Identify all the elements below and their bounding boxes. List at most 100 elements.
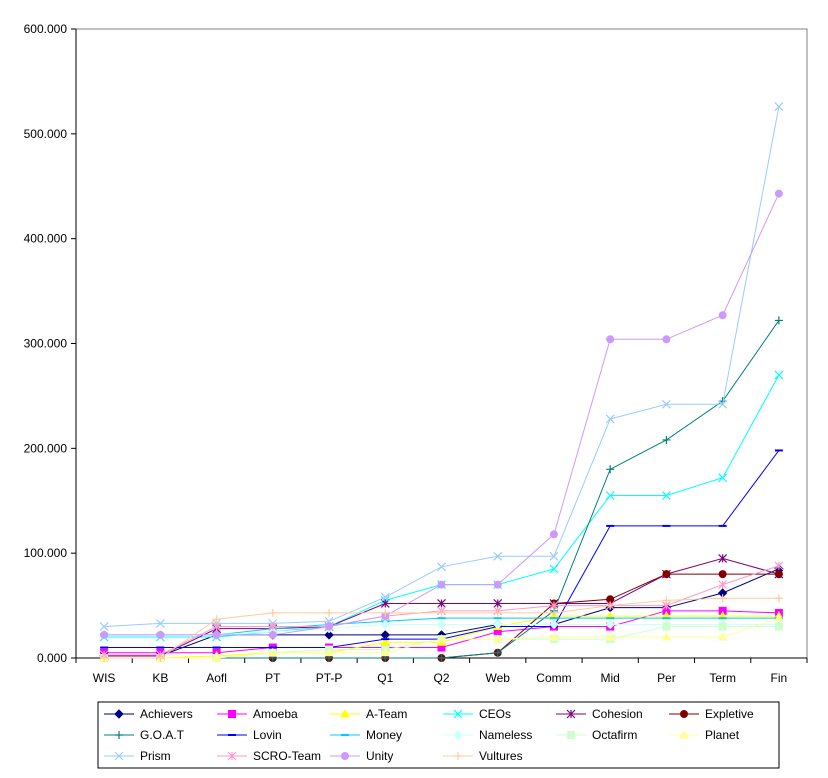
legend-label: Vultures [479,749,523,763]
legend-item: Achievers [104,707,193,721]
data-point [605,491,615,500]
data-point [340,708,350,718]
legend-label: SCRO-Team [253,749,321,763]
data-point [605,414,615,424]
data-point [324,630,334,640]
series-unity [100,189,783,639]
data-point [100,654,109,662]
legend-label: A-Team [366,707,407,721]
data-point [493,580,502,589]
y-tick-label: 600.000 [24,22,68,36]
data-point [718,311,727,320]
x-tick-label: Q2 [433,671,449,685]
data-point [680,710,688,718]
y-tick-label: 100.000 [24,546,68,560]
data-point [605,632,616,641]
data-point [380,599,390,608]
legend-item: Unity [330,749,393,763]
legend-box [97,701,780,769]
data-point [662,622,671,631]
data-point [324,647,334,657]
data-point [437,562,446,572]
legend-item: SCRO-Team [217,749,321,763]
data-point [228,710,236,718]
data-point [606,335,615,344]
data-point [437,599,446,608]
data-point [100,630,109,639]
data-point [718,473,728,483]
legend-label: Cohesion [592,707,643,721]
x-tick-label: PT [265,671,281,685]
data-point [774,316,783,325]
legend-label: Planet [705,728,740,742]
data-point [718,399,728,409]
legend-item: Expletive [669,707,754,721]
data-point [493,551,503,561]
data-point [774,594,783,603]
legend-item: Vultures [443,749,523,763]
data-point [268,608,277,617]
data-point [662,596,671,605]
data-point [267,647,278,657]
data-point [325,622,334,631]
legend-label: Lovin [253,728,282,742]
data-point [718,594,727,603]
x-tick-label: Fin [771,671,788,685]
x-tick-label: Term [709,671,736,685]
x-tick-label: WIS [93,671,116,685]
data-point [493,648,502,657]
data-point [774,622,783,631]
data-point [662,570,671,579]
data-point [774,370,784,380]
data-point [774,189,783,198]
y-tick-label: 0.000 [37,651,67,665]
legend-item: Planet [669,728,740,742]
y-axis: 0.000 100.000 200.000 300.000 400.000 500.000… [24,22,77,665]
data-point [493,619,503,630]
data-point [437,580,446,589]
data-point [437,608,446,617]
data-point [567,731,575,739]
data-point [114,751,124,761]
data-point [99,622,109,631]
data-point [436,634,447,643]
x-tick-label: Web [485,671,510,685]
data-point [453,730,463,740]
data-point [155,618,165,628]
y-tick-label: 400.000 [24,232,68,246]
data-point [549,530,558,539]
data-point [661,632,672,641]
legend-label: G.O.A.T [140,728,185,742]
data-point [606,465,615,474]
data-point [341,752,349,760]
legend-item: Cohesion [556,707,643,721]
data-point [606,601,615,610]
data-point [549,564,559,574]
legend-label: Achievers [140,707,193,721]
legend-label: Prism [140,749,171,763]
x-tick-label: Comm [536,671,571,685]
x-tick-label: KB [152,671,168,685]
y-tick-label: 500.000 [24,127,68,141]
data-point [549,608,558,617]
data-point [380,647,391,657]
data-point [549,632,559,641]
data-point [717,632,728,641]
y-tick-label: 200.000 [24,441,68,455]
legend-label: Octafirm [592,728,637,742]
data-point [380,592,390,602]
legend-item: CEOs [443,707,511,721]
x-tick-label: Q1 [377,671,393,685]
data-point [268,630,277,639]
legend-item: Prism [104,749,171,763]
series-vultures [100,594,783,662]
legend-item: Nameless [443,728,532,742]
data-point [718,622,727,631]
data-point [605,619,615,630]
data-point [454,752,462,760]
data-point [679,729,689,739]
data-point [774,561,784,571]
legend-item: Octafirm [556,728,637,742]
legend-item: Money [330,728,402,742]
